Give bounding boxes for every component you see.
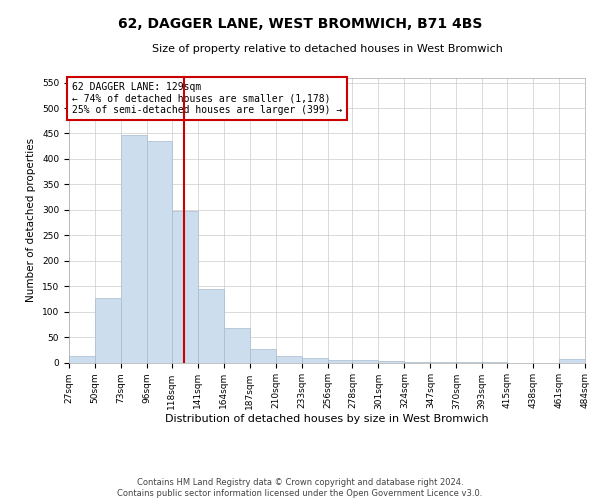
Text: 62 DAGGER LANE: 129sqm
← 74% of detached houses are smaller (1,178)
25% of semi-: 62 DAGGER LANE: 129sqm ← 74% of detached… xyxy=(71,82,342,115)
Bar xyxy=(69,356,95,362)
Bar xyxy=(275,356,302,362)
Bar xyxy=(559,360,585,362)
Y-axis label: Number of detached properties: Number of detached properties xyxy=(26,138,37,302)
Bar xyxy=(302,358,328,362)
X-axis label: Distribution of detached houses by size in West Bromwich: Distribution of detached houses by size … xyxy=(165,414,489,424)
Bar xyxy=(328,360,352,362)
Text: Contains HM Land Registry data © Crown copyright and database right 2024.
Contai: Contains HM Land Registry data © Crown c… xyxy=(118,478,482,498)
Bar xyxy=(147,141,172,362)
Bar xyxy=(172,211,198,362)
Bar xyxy=(250,349,275,362)
Bar xyxy=(352,360,379,362)
Title: Size of property relative to detached houses in West Bromwich: Size of property relative to detached ho… xyxy=(152,44,502,54)
Bar xyxy=(95,298,121,362)
Bar xyxy=(198,288,224,362)
Text: 62, DAGGER LANE, WEST BROMWICH, B71 4BS: 62, DAGGER LANE, WEST BROMWICH, B71 4BS xyxy=(118,18,482,32)
Bar xyxy=(224,328,250,362)
Bar xyxy=(121,135,147,362)
